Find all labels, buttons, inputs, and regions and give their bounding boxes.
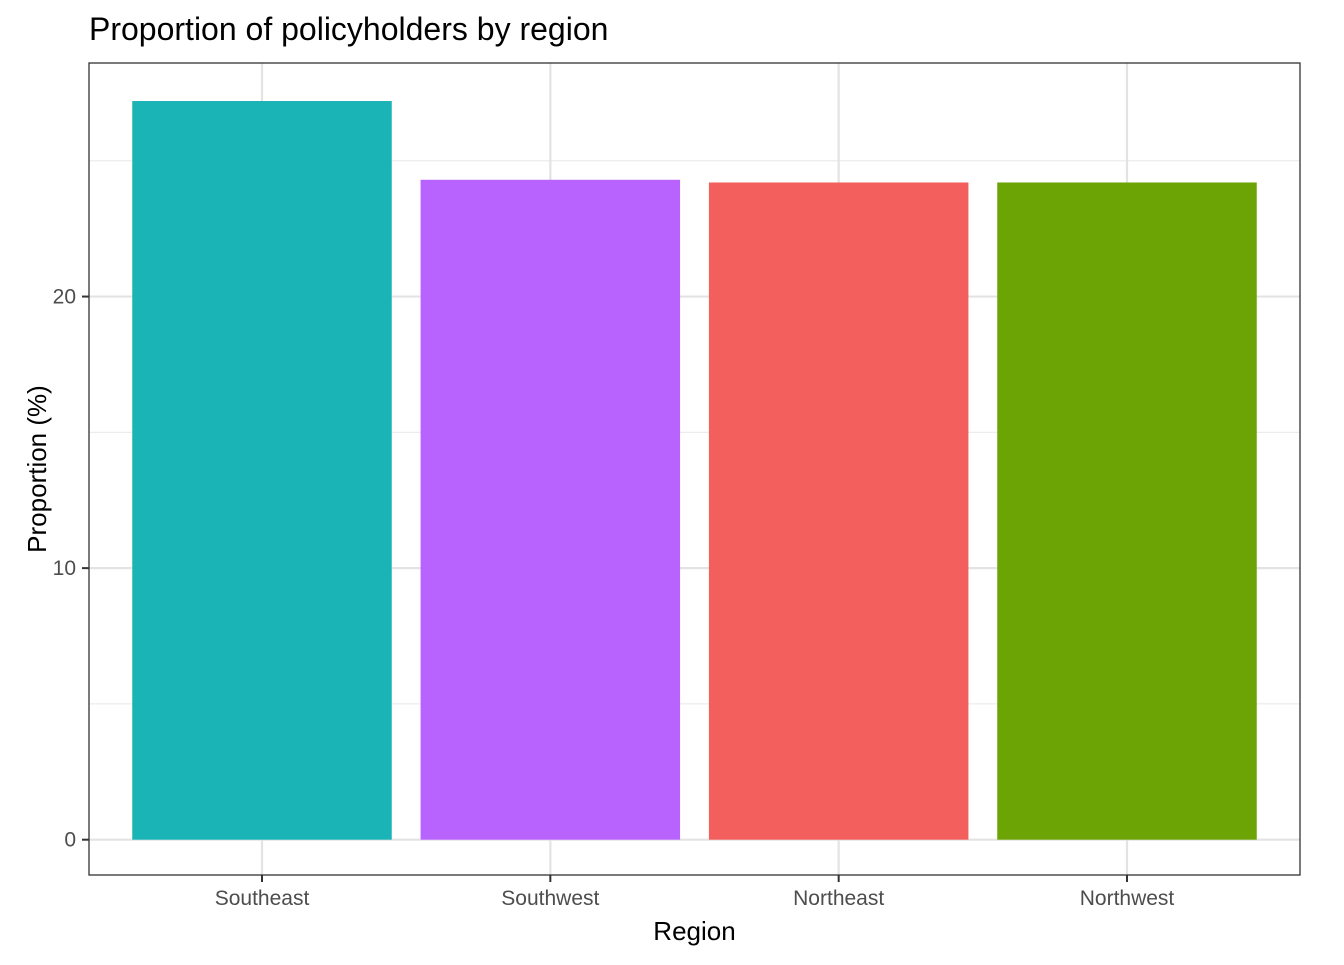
y-tick-label: 20 <box>53 286 76 309</box>
bars <box>132 101 1257 840</box>
bar-northeast <box>708 182 969 840</box>
x-tick-label: Northwest <box>1080 887 1175 910</box>
bar-southwest <box>420 179 681 840</box>
y-tick-label: 10 <box>53 557 76 580</box>
x-tick-label: Southeast <box>215 887 310 910</box>
x-tick-label: Southwest <box>501 887 599 910</box>
y-tick-label: 0 <box>64 829 76 852</box>
y-axis-title: Proportion (%) <box>22 385 52 553</box>
x-axis-title: Region <box>653 916 735 946</box>
bar-northwest <box>997 182 1257 840</box>
x-axis: Southeast Southwest Northeast Northwest <box>215 875 1175 910</box>
x-tick-label: Northeast <box>793 887 884 910</box>
plot-panel-border <box>88 62 1301 876</box>
chart-title: Proportion of policyholders by region <box>89 11 608 47</box>
bar-southeast <box>132 101 392 840</box>
y-axis: 0 10 20 <box>53 286 89 852</box>
